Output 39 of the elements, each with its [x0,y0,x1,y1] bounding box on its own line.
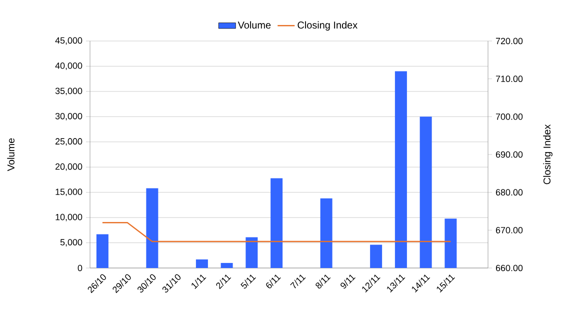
bar [96,234,108,268]
bar [246,237,258,268]
y2-tick-label: 700.00 [496,113,523,120]
legend-label: Volume [238,21,271,29]
y-tick-label: 0 [78,264,82,272]
y-tick-label: 25,000 [56,138,82,146]
bar [320,198,332,268]
y-axis-title: Volume [7,138,14,172]
bar [420,116,432,268]
x-tick-label: 9/11 [340,274,356,288]
x-tick-label: 1/11 [192,274,206,289]
y2-tick-label: 690.00 [496,151,523,158]
y2-tick-label: 680.00 [496,189,523,196]
bar [146,188,158,268]
y2-tick-label: 720.00 [496,38,523,44]
bar [220,262,233,268]
y-tick-label: 45,000 [55,37,82,45]
x-tick-label: 6/11 [266,274,281,288]
bar [370,244,382,268]
y-tick-label: 10,000 [56,214,82,222]
y-tick-label: 20,000 [56,163,82,171]
y-tick-label: 5,000 [60,239,82,246]
x-tick-label: 5/11 [240,274,256,289]
bar [196,259,208,268]
y-tick-label: 15,000 [56,188,82,196]
bar [270,178,283,268]
legend-label: Closing Index [298,21,358,31]
x-tick-label: 8/11 [316,274,331,289]
y-tick-label: 30,000 [55,112,82,120]
y2-tick-label: 660.00 [496,264,523,272]
x-tick-label: 2/11 [216,274,232,290]
y2-axis-title: Closing Index [543,124,552,184]
bar [444,218,457,268]
y-tick-label: 40,000 [55,62,82,70]
x-tick-label: 7/11 [290,274,306,288]
y2-tick-label: 670.00 [496,226,523,234]
bar [394,71,407,268]
y-tick-label: 35,000 [55,88,82,96]
y2-tick-label: 710.00 [496,76,523,82]
